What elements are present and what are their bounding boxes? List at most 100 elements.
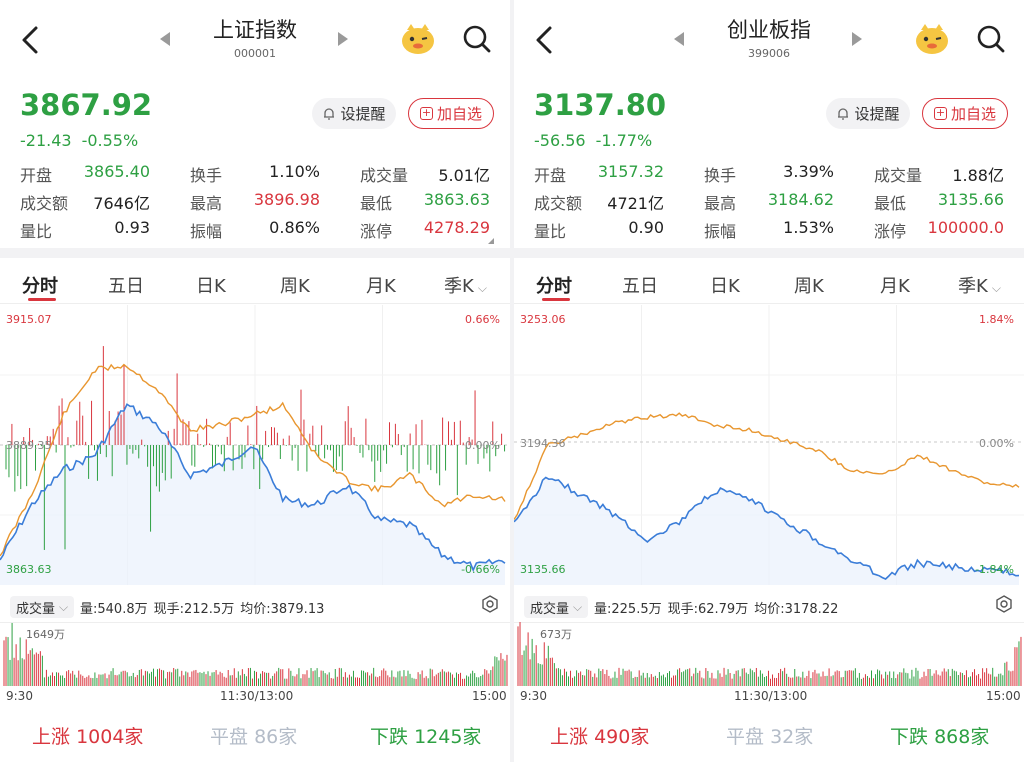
stats-row: 开盘 3157.32 换手 3.39% 成交量 1.88亿 xyxy=(534,160,1006,188)
stat-label: 开盘 xyxy=(534,166,567,185)
breadth-flat-count: 32家 xyxy=(770,726,814,748)
breadth-flat: 平盘 32家 xyxy=(726,722,813,749)
stat-label: 开盘 xyxy=(20,166,53,185)
stat-value: 1.88亿 xyxy=(952,166,1004,185)
volume-selector[interactable]: 成交量 ⌵ xyxy=(524,596,589,618)
add-watchlist-label: 加自选 xyxy=(950,105,996,123)
stat-value: 5.01亿 xyxy=(438,166,490,185)
volume-selector-label: 成交量 xyxy=(16,601,56,617)
stat-value: 3896.98 xyxy=(253,190,320,209)
gear-icon[interactable] xyxy=(994,594,1014,614)
volume-info: 量:540.8万 现手:212.5万 均价:3879.13 xyxy=(80,598,330,617)
stat-label: 振幅 xyxy=(190,222,223,241)
set-alert-button[interactable]: 设提醒 xyxy=(312,98,396,129)
set-alert-button[interactable]: 设提醒 xyxy=(826,98,910,129)
add-watchlist-button[interactable]: + 加自选 xyxy=(408,98,494,129)
active-tab-indicator xyxy=(28,298,56,301)
tab-daily-k[interactable]: 日K xyxy=(710,276,740,297)
stat-label: 量比 xyxy=(534,222,567,241)
volume-max-label: 1649万 xyxy=(26,628,65,641)
tab-five-day[interactable]: 五日 xyxy=(108,276,144,297)
breadth-up-label: 上涨 xyxy=(32,726,71,748)
chevron-down-icon: ⌵ xyxy=(573,599,583,614)
volume-max-label: 673万 xyxy=(540,628,572,641)
stats-row: 量比 0.90 振幅 1.53% 涨停 100000.0 xyxy=(534,216,1006,244)
change-value: -56.56 xyxy=(534,131,586,150)
search-icon[interactable] xyxy=(974,22,1008,56)
tab-quarterly-k[interactable]: 季K ⌵ xyxy=(958,272,1001,298)
stat-value: 1.53% xyxy=(783,218,834,237)
time-open: 9:30 xyxy=(6,689,33,703)
volume-value: 量:225.5万 xyxy=(594,602,662,617)
tab-intraday[interactable]: 分时 xyxy=(536,276,572,297)
breadth-up-count: 1004家 xyxy=(76,726,144,748)
bell-icon xyxy=(324,107,335,120)
stat-label: 最高 xyxy=(704,194,737,213)
axis-top-right: 1.84% xyxy=(979,313,1014,326)
breadth-flat: 平盘 86家 xyxy=(210,722,297,749)
panel-divider xyxy=(510,0,514,762)
search-icon[interactable] xyxy=(460,22,494,56)
tab-weekly-k[interactable]: 周K xyxy=(280,276,310,297)
index-title: 创业板指 xyxy=(727,18,811,42)
expand-corner-icon[interactable] xyxy=(488,238,494,244)
stat-label: 振幅 xyxy=(704,222,737,241)
stats-row: 开盘 3865.40 换手 1.10% 成交量 5.01亿 xyxy=(20,160,492,188)
stat-label: 成交额 xyxy=(534,194,583,213)
breadth-flat-count: 86家 xyxy=(254,726,298,748)
section-band xyxy=(0,248,510,258)
header: 创业板指 399006 xyxy=(514,0,1024,80)
axis-bottom-left: 3135.66 xyxy=(520,563,566,576)
back-icon[interactable] xyxy=(530,22,560,58)
mascot-icon[interactable] xyxy=(913,20,951,58)
stat-value: 3157.32 xyxy=(597,162,664,181)
axis-bottom-right: -1.84% xyxy=(975,563,1014,576)
mascot-icon[interactable] xyxy=(399,20,437,58)
tab-weekly-k[interactable]: 周K xyxy=(794,276,824,297)
current-price: 3867.92 xyxy=(20,88,153,122)
tab-five-day[interactable]: 五日 xyxy=(622,276,658,297)
breadth-flat-label: 平盘 xyxy=(210,726,249,748)
chevron-down-icon: ⌵ xyxy=(991,281,1001,295)
next-index-icon[interactable] xyxy=(852,32,862,46)
set-alert-label: 设提醒 xyxy=(340,105,386,123)
price-change: -56.56 -1.77% xyxy=(534,131,662,150)
header: 上证指数 000001 xyxy=(0,0,510,80)
set-alert-label: 设提醒 xyxy=(854,105,900,123)
volume-info: 量:225.5万 现手:62.79万 均价:3178.22 xyxy=(594,598,844,617)
chevron-down-icon: ⌵ xyxy=(477,281,487,295)
axis-top-left: 3253.06 xyxy=(520,313,566,326)
breadth-up-label: 上涨 xyxy=(550,726,589,748)
gear-icon[interactable] xyxy=(480,594,500,614)
panel-chinext: 创业板指 399006 3137.80 -56.56 -1.77% 设提醒 + 加… xyxy=(514,0,1024,762)
add-watchlist-button[interactable]: + 加自选 xyxy=(922,98,1008,129)
next-index-icon[interactable] xyxy=(338,32,348,46)
time-midday: 11:30/13:00 xyxy=(734,689,808,703)
back-icon[interactable] xyxy=(16,22,46,58)
stat-label: 最低 xyxy=(360,194,393,213)
prev-index-icon[interactable] xyxy=(160,32,170,46)
tab-quarterly-k[interactable]: 季K ⌵ xyxy=(444,272,487,298)
volume-chart[interactable]: 673万 xyxy=(514,622,1024,688)
tab-monthly-k[interactable]: 月K xyxy=(880,276,910,297)
prev-index-icon[interactable] xyxy=(674,32,684,46)
time-midday: 11:30/13:00 xyxy=(220,689,294,703)
stat-value: 3135.66 xyxy=(937,190,1004,209)
volume-chart[interactable]: 1649万 xyxy=(0,622,510,688)
index-code: 399006 xyxy=(748,47,790,60)
intraday-chart[interactable]: 3253.06 1.84% 3194.36 0.00% 3135.66 -1.8… xyxy=(514,305,1024,585)
volume-toolbar: 成交量 ⌵ 量:225.5万 现手:62.79万 均价:3178.22 xyxy=(514,590,1024,622)
tab-daily-k[interactable]: 日K xyxy=(196,276,226,297)
volume-selector-label: 成交量 xyxy=(530,601,570,617)
current-hand: 现手:212.5万 xyxy=(153,602,235,617)
stat-label: 成交量 xyxy=(874,166,923,185)
breadth-flat-label: 平盘 xyxy=(726,726,765,748)
change-value: -21.43 xyxy=(20,131,72,150)
intraday-chart[interactable]: 3915.07 0.66% 3889.35 0.00% 3863.63 -0.6… xyxy=(0,305,510,585)
tab-intraday[interactable]: 分时 xyxy=(22,276,58,297)
price-line xyxy=(514,476,1020,580)
stats-grid: 开盘 3865.40 换手 1.10% 成交量 5.01亿 成交额 7646亿 … xyxy=(20,160,492,244)
tab-monthly-k[interactable]: 月K xyxy=(366,276,396,297)
volume-selector[interactable]: 成交量 ⌵ xyxy=(10,596,75,618)
average-price: 均价:3178.22 xyxy=(754,602,839,617)
